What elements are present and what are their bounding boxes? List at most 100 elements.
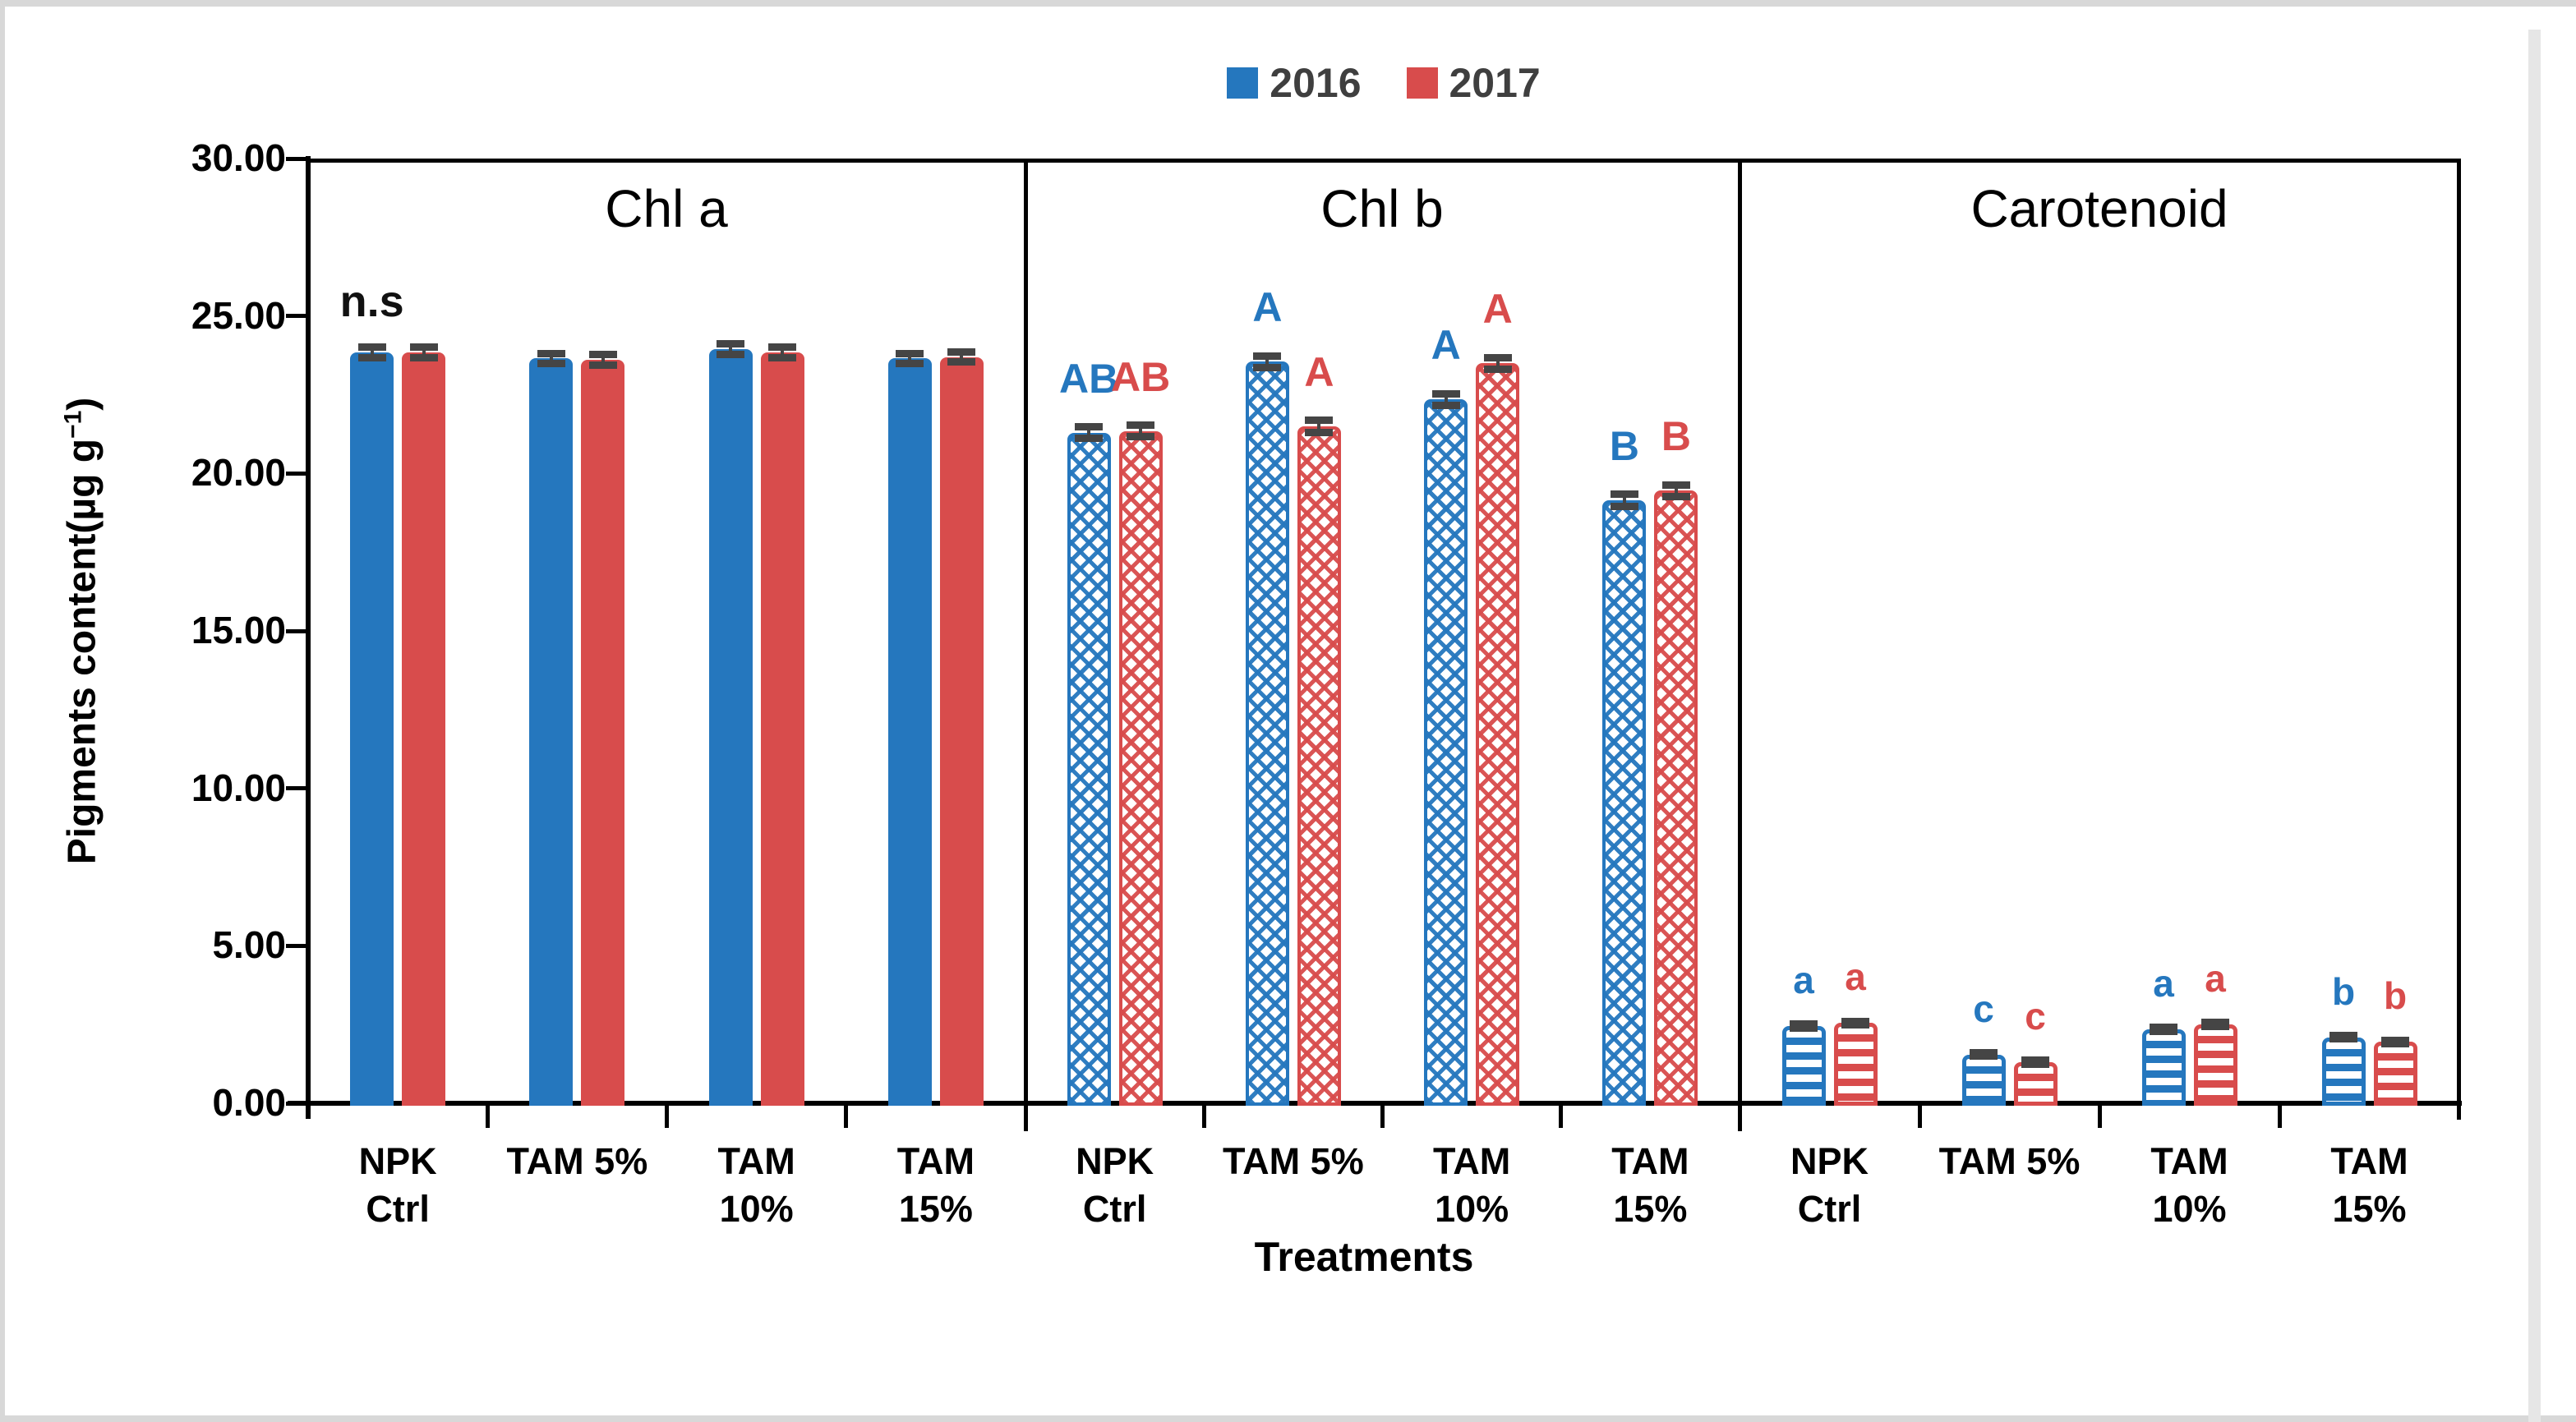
significance-letter: a (1845, 955, 1866, 999)
legend-label-2017: 2017 (1449, 60, 1541, 106)
error-bar-whisker (1495, 357, 1500, 370)
error-bar-cap (947, 358, 976, 366)
error-bar-cap (1841, 1020, 1869, 1029)
bar-2017 (1476, 363, 1520, 1106)
error-bar-cap (1127, 433, 1155, 441)
scrollbar-track[interactable] (2528, 30, 2541, 1422)
error-bar-cap (1483, 353, 1512, 361)
bar-2017 (1297, 426, 1341, 1106)
x-axis-line (288, 1101, 2462, 1106)
x-tick-label: NPK Ctrl (1790, 1140, 1869, 1230)
figure-border-top (0, 0, 2576, 7)
panel-divider-1 (1024, 159, 1028, 1131)
error-bar-cap (1431, 401, 1460, 409)
legend-swatch-2017 (1406, 67, 1438, 99)
significance-letter: b (2331, 969, 2356, 1013)
error-bar-whisker (1317, 420, 1321, 433)
error-bar-cap (1253, 352, 1282, 360)
significance-letter: b (2383, 974, 2408, 1018)
error-bar-cap (1790, 1024, 1818, 1032)
x-tick-label: TAM 5% (1223, 1140, 1364, 1182)
bar-2017 (2013, 1062, 2058, 1106)
y-tick-label: 25.00 (191, 293, 286, 337)
legend: 2016 2017 (308, 59, 2459, 107)
error-bar-whisker (1622, 494, 1626, 507)
y-axis-tick (286, 156, 306, 161)
error-bar-cap (588, 351, 617, 359)
error-bar-cap (1610, 490, 1638, 499)
y-tick-label: 10.00 (191, 766, 286, 809)
significance-letter: A (1482, 286, 1513, 333)
error-bar-cap (1305, 428, 1334, 436)
error-bar-cap (537, 349, 565, 357)
error-bar-cap (947, 347, 976, 356)
bar-2017 (760, 352, 804, 1106)
x-axis-tick (1380, 1103, 1385, 1128)
y-axis-tick (286, 786, 306, 791)
bar-2016 (1424, 399, 1468, 1106)
y-tick-label: 20.00 (191, 451, 286, 495)
x-axis-tick (844, 1103, 849, 1128)
error-bar-whisker (422, 346, 426, 358)
x-tick-label: TAM 5% (506, 1140, 648, 1182)
x-tick-label: TAM 15% (1611, 1140, 1689, 1230)
significance-letter: c (1973, 987, 1994, 1030)
error-bar-cap (1431, 389, 1460, 398)
error-bar-cap (2329, 1035, 2357, 1043)
error-bar-cap (1127, 421, 1155, 429)
x-tick-label: TAM 15% (896, 1140, 975, 1230)
x-axis-tick (485, 1103, 490, 1128)
significance-letter: B (1661, 413, 1691, 460)
bar-2017 (1118, 430, 1163, 1106)
x-axis-tick (665, 1103, 669, 1128)
y-axis-tick (286, 628, 306, 633)
legend-label-2016: 2016 (1270, 60, 1362, 106)
error-bar-cap (357, 353, 386, 361)
error-bar-whisker (908, 352, 912, 365)
bar-2016 (1245, 361, 1289, 1106)
figure-border-left (0, 0, 5, 1422)
x-tick-label: NPK Ctrl (358, 1140, 437, 1230)
bar-2016 (1781, 1026, 1826, 1106)
error-bar-whisker (1444, 393, 1448, 406)
figure-border-bottom (0, 1415, 2576, 1422)
error-bar-whisker (601, 354, 605, 366)
bar-2016 (708, 348, 753, 1106)
x-axis-tick (2277, 1103, 2282, 1128)
panel-title-carotenoid: Carotenoid (1970, 179, 2228, 238)
x-tick-label: TAM 5% (1938, 1140, 2081, 1182)
x-axis-tick (1559, 1103, 1564, 1128)
error-bar-cap (1253, 363, 1282, 371)
y-axis-tick (286, 943, 306, 948)
y-tick-label: 30.00 (191, 136, 286, 179)
error-bar-whisker (1087, 426, 1091, 439)
significance-letter: B (1609, 422, 1639, 469)
y-axis-line (306, 156, 311, 1119)
error-bar-whisker (549, 352, 553, 365)
significance-letter: c (2025, 995, 2046, 1038)
panel-divider-2 (1738, 159, 1742, 1131)
y-axis-tick (286, 1101, 306, 1106)
significance-letter: A (1431, 322, 1461, 369)
bar-2017 (402, 352, 446, 1106)
significance-letter: AB (1059, 355, 1119, 402)
x-axis-tick (1917, 1103, 1922, 1128)
plot-right-border (2457, 159, 2461, 1120)
error-bar-cap (768, 353, 797, 361)
error-bar-cap (1610, 502, 1638, 510)
error-bar-cap (1075, 422, 1104, 430)
error-bar-cap (1661, 493, 1690, 501)
bar-2016 (2141, 1029, 2186, 1106)
error-bar-whisker (729, 343, 733, 355)
y-axis-tick (286, 471, 306, 476)
significance-letter: a (2153, 961, 2174, 1005)
panel-title-chl-a: Chl a (605, 179, 728, 238)
error-bar-cap (717, 350, 745, 358)
error-bar-cap (1661, 481, 1690, 489)
bar-2017 (581, 360, 625, 1106)
error-bar-cap (537, 360, 565, 368)
y-tick-label: 0.00 (212, 1081, 286, 1124)
error-bar-whisker (370, 346, 374, 358)
x-tick-label: TAM 10% (1433, 1140, 1511, 1230)
error-bar-cap (717, 340, 745, 348)
